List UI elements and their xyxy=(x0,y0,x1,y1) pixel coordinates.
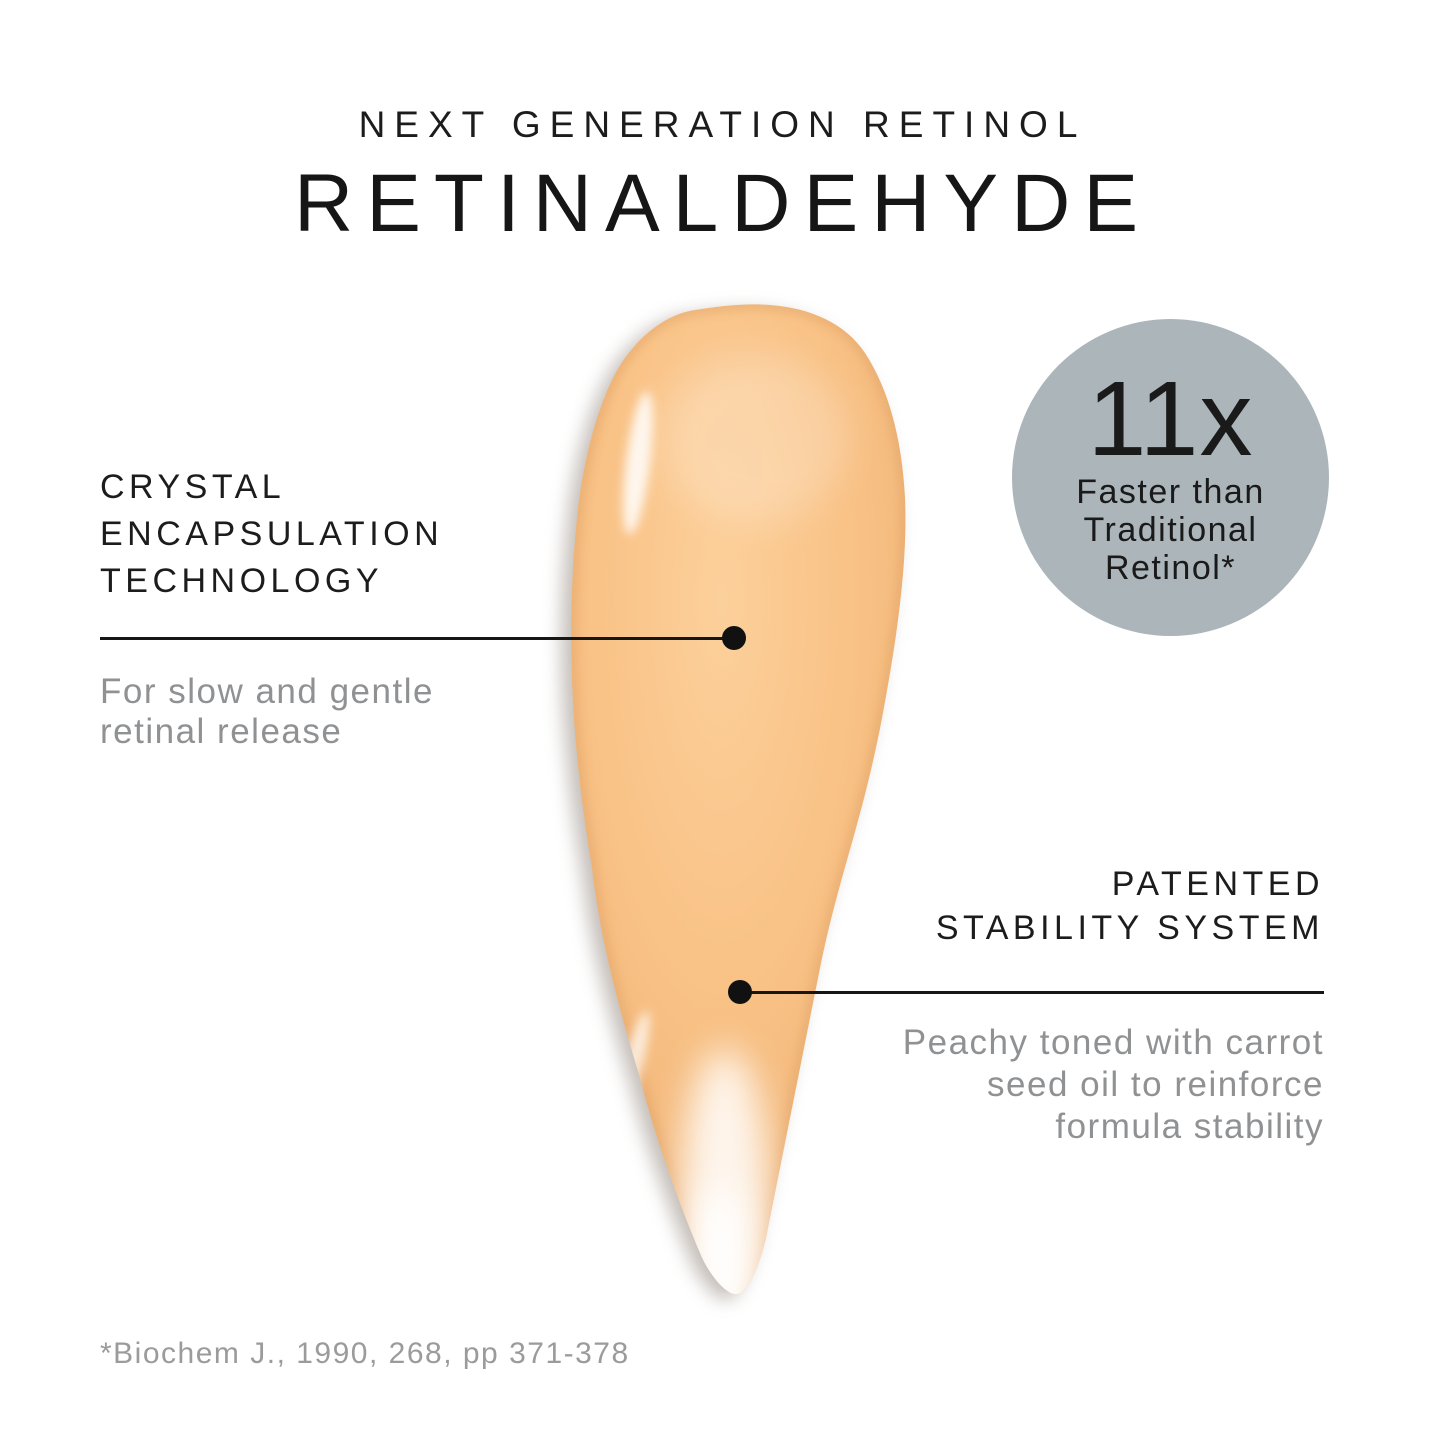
callout-right-line xyxy=(740,991,1324,994)
heading-line: ENCAPSULATION xyxy=(100,515,444,553)
callout-right-body: Peachy toned with carrot seed oil to rei… xyxy=(903,1022,1324,1148)
header-kicker: NEXT GENERATION RETINOL xyxy=(358,104,1087,145)
heading-line: TECHNOLOGY xyxy=(100,562,384,600)
body-line: seed oil to reinforce xyxy=(987,1065,1324,1104)
callout-left-dot xyxy=(722,626,746,650)
body-line: Peachy toned with carrot xyxy=(902,1023,1324,1062)
swatch-top-sheen xyxy=(660,353,850,523)
product-swatch-graphic xyxy=(561,278,906,1301)
callout-left-line xyxy=(100,637,734,640)
body-line: formula stability xyxy=(1055,1107,1324,1146)
stat-value: 11x xyxy=(1087,360,1254,478)
heading-line: PATENTED xyxy=(1111,865,1324,903)
swatch-gloss-streak-top xyxy=(623,391,653,535)
callout-left-heading: CRYSTAL ENCAPSULATION TECHNOLOGY xyxy=(100,464,443,605)
callout-left-body: For slow and gentle retinal release xyxy=(100,672,434,752)
callout-right-dot xyxy=(728,980,752,1004)
citation-footnote: *Biochem J., 1990, 268, pp 371-378 xyxy=(100,1337,630,1370)
stat-caption-line: Traditional xyxy=(1083,511,1258,549)
swatch-tail-glow-core xyxy=(692,1183,748,1295)
body-line: For slow and gentle xyxy=(100,672,434,711)
stat-badge: 11x Faster than Traditional Retinol* xyxy=(1012,319,1329,636)
stat-caption-line: Faster than xyxy=(1076,473,1265,511)
callout-right-heading: PATENTED STABILITY SYSTEM xyxy=(936,862,1324,950)
page-title: RETINALDEHYDE xyxy=(293,158,1152,249)
stat-caption-line: Retinol* xyxy=(1104,549,1237,587)
heading-line: STABILITY SYSTEM xyxy=(935,909,1324,947)
body-line: retinal release xyxy=(100,712,343,751)
heading-line: CRYSTAL xyxy=(100,468,286,506)
